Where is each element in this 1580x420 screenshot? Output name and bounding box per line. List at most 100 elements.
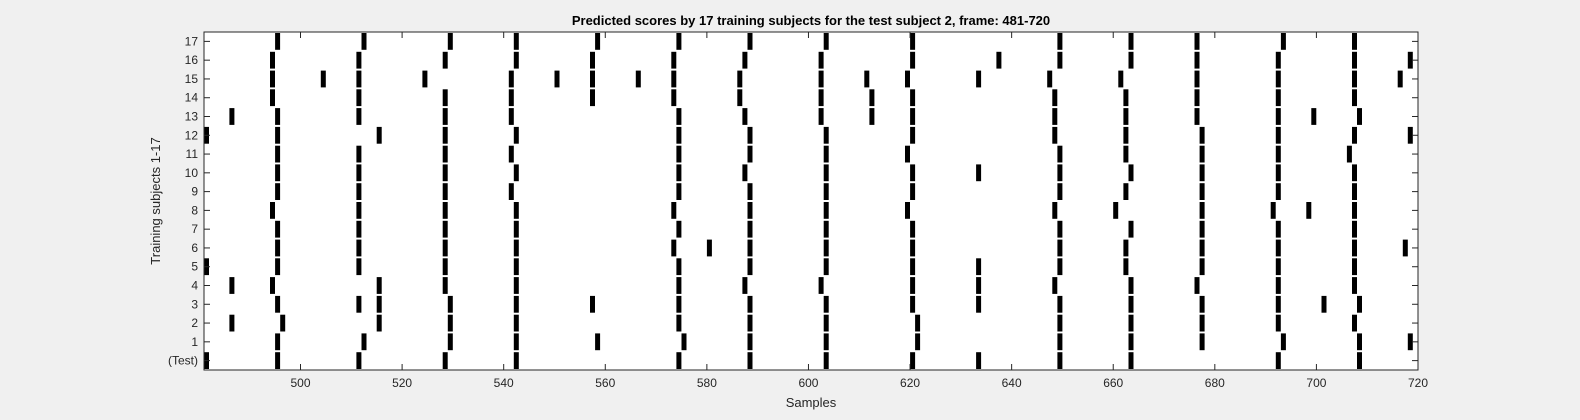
score-mark — [361, 33, 367, 50]
score-mark — [1275, 70, 1281, 88]
score-mark — [356, 220, 362, 238]
score-mark — [356, 108, 362, 125]
score-mark — [1199, 295, 1205, 313]
score-mark — [1128, 220, 1134, 238]
score-mark — [275, 295, 281, 313]
score-mark — [442, 183, 448, 200]
score-mark — [910, 126, 916, 144]
score-mark — [976, 295, 982, 313]
score-mark — [1199, 126, 1205, 144]
score-mark — [1352, 89, 1357, 107]
score-mark — [1352, 220, 1357, 238]
axes-box — [203, 31, 1419, 371]
score-mark — [1123, 89, 1129, 107]
score-mark — [270, 89, 275, 107]
score-mark — [1275, 352, 1281, 369]
score-mark — [1352, 183, 1357, 200]
score-mark — [275, 145, 281, 163]
score-mark — [361, 333, 367, 351]
score-mark — [823, 220, 829, 238]
score-mark — [442, 51, 448, 69]
score-mark — [1352, 33, 1357, 50]
score-mark — [818, 70, 824, 88]
score-mark — [1357, 295, 1362, 313]
y-tick-label: 13 — [185, 110, 199, 124]
score-mark — [1275, 108, 1281, 125]
score-mark — [996, 51, 1002, 69]
score-mark — [676, 33, 682, 50]
x-tick-label: 700 — [1306, 376, 1326, 390]
score-mark — [275, 108, 281, 125]
score-mark — [737, 70, 743, 88]
score-mark — [356, 70, 362, 88]
score-mark — [1352, 314, 1357, 332]
y-tick-label: 6 — [191, 241, 198, 255]
score-mark — [823, 314, 829, 332]
score-mark — [1057, 352, 1063, 369]
score-mark — [869, 89, 875, 107]
x-tick-label: 720 — [1408, 376, 1428, 390]
score-mark — [513, 295, 519, 313]
x-tick-label: 560 — [595, 376, 615, 390]
score-mark — [356, 145, 362, 163]
score-mark — [905, 202, 910, 219]
score-mark — [742, 164, 748, 182]
score-mark — [1194, 108, 1200, 125]
score-mark — [1057, 333, 1063, 351]
score-mark — [508, 145, 514, 163]
score-mark — [513, 220, 519, 238]
score-mark — [1128, 295, 1134, 313]
score-mark — [442, 164, 448, 182]
score-mark — [376, 314, 382, 332]
score-mark — [1280, 333, 1286, 351]
score-mark — [676, 258, 682, 276]
score-mark — [910, 258, 916, 276]
score-mark — [1123, 108, 1129, 125]
score-mark — [864, 70, 870, 88]
score-mark — [1123, 183, 1129, 200]
score-mark — [823, 145, 829, 163]
x-tick-label: 520 — [392, 376, 412, 390]
score-mark — [910, 33, 916, 50]
score-mark — [747, 220, 753, 238]
score-mark — [823, 239, 829, 257]
score-mark — [1052, 202, 1058, 219]
score-mark — [1057, 295, 1063, 313]
score-mark — [320, 70, 326, 88]
score-mark — [1357, 352, 1362, 369]
score-mark — [442, 277, 448, 294]
score-mark — [1057, 183, 1063, 200]
score-mark — [676, 277, 682, 294]
score-mark — [447, 295, 453, 313]
score-mark — [1275, 295, 1281, 313]
score-mark — [1123, 258, 1129, 276]
score-mark — [1199, 164, 1205, 182]
score-mark — [1199, 314, 1205, 332]
score-mark — [229, 277, 235, 294]
y-tick-label: 10 — [185, 166, 199, 180]
x-tick-label: 540 — [494, 376, 514, 390]
score-mark — [1346, 145, 1352, 163]
score-mark — [275, 333, 281, 351]
score-mark — [1199, 333, 1205, 351]
score-mark — [747, 352, 753, 369]
score-mark — [590, 70, 595, 88]
score-mark — [1052, 126, 1058, 144]
x-tick-label: 580 — [697, 376, 717, 390]
score-mark — [1128, 314, 1134, 332]
score-mark — [676, 220, 682, 238]
score-mark — [270, 277, 275, 294]
score-mark — [1275, 51, 1281, 69]
score-mark — [676, 183, 682, 200]
score-mark — [270, 70, 275, 88]
score-mark — [671, 239, 677, 257]
score-mark — [1397, 70, 1403, 88]
score-mark — [376, 126, 382, 144]
score-mark — [1352, 277, 1357, 294]
x-tick-label: 600 — [798, 376, 818, 390]
score-mark — [676, 295, 682, 313]
score-mark — [976, 164, 982, 182]
score-mark — [1306, 202, 1312, 219]
score-mark — [513, 202, 519, 219]
